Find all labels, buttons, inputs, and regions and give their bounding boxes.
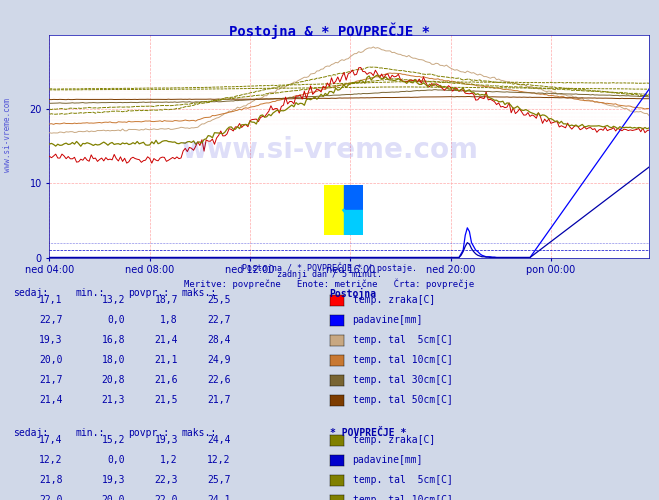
Text: 18,0: 18,0: [101, 355, 125, 365]
Text: 24,1: 24,1: [207, 495, 231, 500]
Text: temp. tal 30cm[C]: temp. tal 30cm[C]: [353, 375, 453, 385]
Text: 22,0: 22,0: [154, 495, 178, 500]
Text: 21,4: 21,4: [39, 395, 63, 405]
Text: maks.:: maks.:: [181, 288, 216, 298]
Text: Postojna / * POVPREČJE * / postaje.: Postojna / * POVPREČJE * / postaje.: [242, 262, 417, 273]
Text: 0,0: 0,0: [107, 455, 125, 465]
Text: 19,3: 19,3: [154, 435, 178, 445]
Text: padavine[mm]: padavine[mm]: [353, 455, 423, 465]
Text: 21,1: 21,1: [154, 355, 178, 365]
Text: www.si-vreme.com: www.si-vreme.com: [181, 136, 478, 164]
Text: 19,3: 19,3: [101, 475, 125, 485]
Text: 1,2: 1,2: [160, 455, 178, 465]
Text: 17,4: 17,4: [39, 435, 63, 445]
Bar: [324, 185, 344, 236]
Text: 15,2: 15,2: [101, 435, 125, 445]
Text: 20,0: 20,0: [39, 355, 63, 365]
Text: 0,0: 0,0: [107, 315, 125, 325]
Text: 21,8: 21,8: [39, 475, 63, 485]
Text: 18,7: 18,7: [154, 295, 178, 305]
Text: 22,7: 22,7: [39, 315, 63, 325]
Text: 19,3: 19,3: [39, 335, 63, 345]
Text: 16,8: 16,8: [101, 335, 125, 345]
Text: 21,6: 21,6: [154, 375, 178, 385]
Text: Postojna: Postojna: [330, 288, 376, 298]
Text: min.:: min.:: [76, 288, 105, 298]
Text: 24,9: 24,9: [207, 355, 231, 365]
Text: temp. tal  5cm[C]: temp. tal 5cm[C]: [353, 335, 453, 345]
Text: www.si-vreme.com: www.si-vreme.com: [3, 98, 13, 172]
Text: 22,0: 22,0: [39, 495, 63, 500]
Text: temp. zraka[C]: temp. zraka[C]: [353, 435, 435, 445]
Text: 28,4: 28,4: [207, 335, 231, 345]
Text: 20,0: 20,0: [101, 495, 125, 500]
Text: temp. tal 10cm[C]: temp. tal 10cm[C]: [353, 355, 453, 365]
Text: 25,5: 25,5: [207, 295, 231, 305]
Text: temp. tal 50cm[C]: temp. tal 50cm[C]: [353, 395, 453, 405]
Text: 24,4: 24,4: [207, 435, 231, 445]
Text: povpr.:: povpr.:: [129, 288, 169, 298]
Text: 21,5: 21,5: [154, 395, 178, 405]
Text: temp. tal 10cm[C]: temp. tal 10cm[C]: [353, 495, 453, 500]
Text: 12,2: 12,2: [207, 455, 231, 465]
Text: Meritve: povprečne   Enote: metrične   Črta: povprečje: Meritve: povprečne Enote: metrične Črta:…: [185, 278, 474, 289]
Text: 21,3: 21,3: [101, 395, 125, 405]
Text: 20,8: 20,8: [101, 375, 125, 385]
Text: 22,6: 22,6: [207, 375, 231, 385]
Text: 21,4: 21,4: [154, 335, 178, 345]
Text: 12,2: 12,2: [39, 455, 63, 465]
Text: 21,7: 21,7: [207, 395, 231, 405]
Text: Postojna & * POVPREČJE *: Postojna & * POVPREČJE *: [229, 22, 430, 39]
Text: temp. tal  5cm[C]: temp. tal 5cm[C]: [353, 475, 453, 485]
Text: sedaj:: sedaj:: [13, 428, 48, 438]
Text: 17,1: 17,1: [39, 295, 63, 305]
Text: min.:: min.:: [76, 428, 105, 438]
Text: 25,7: 25,7: [207, 475, 231, 485]
Text: padavine[mm]: padavine[mm]: [353, 315, 423, 325]
Text: sedaj:: sedaj:: [13, 288, 48, 298]
Text: 22,7: 22,7: [207, 315, 231, 325]
Text: 13,2: 13,2: [101, 295, 125, 305]
Text: povpr.:: povpr.:: [129, 428, 169, 438]
Text: maks.:: maks.:: [181, 428, 216, 438]
Text: 22,3: 22,3: [154, 475, 178, 485]
Bar: [344, 185, 364, 210]
Text: zadnji dan / 5 minut.: zadnji dan / 5 minut.: [277, 270, 382, 279]
Text: 1,8: 1,8: [160, 315, 178, 325]
Text: 21,7: 21,7: [39, 375, 63, 385]
Text: * POVPREČJE *: * POVPREČJE *: [330, 428, 406, 438]
Bar: [344, 210, 364, 236]
Text: temp. zraka[C]: temp. zraka[C]: [353, 295, 435, 305]
